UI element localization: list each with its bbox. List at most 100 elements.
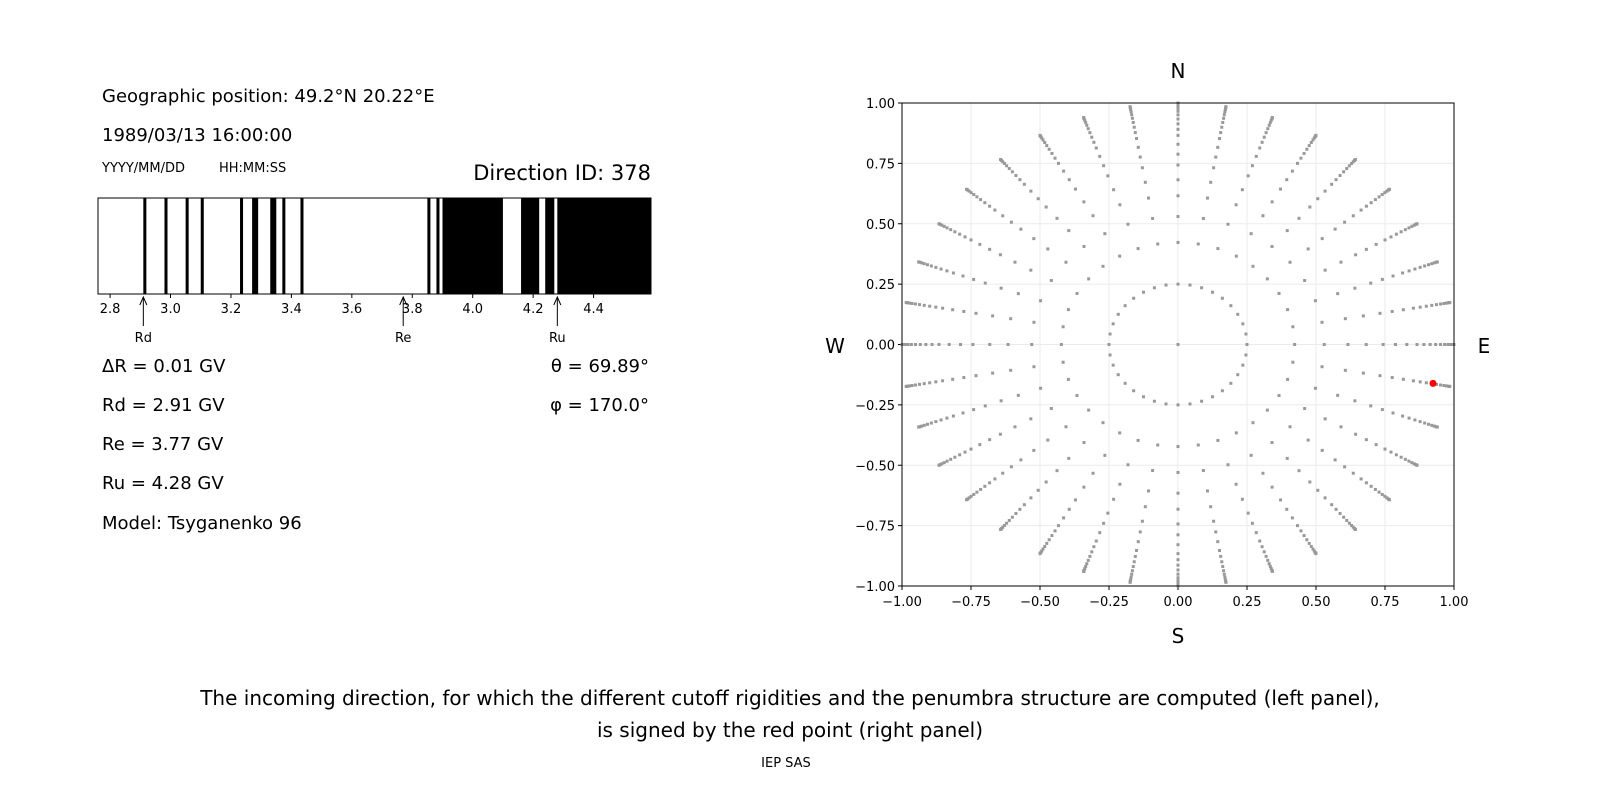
grid-point xyxy=(1086,558,1090,562)
x-tick-label: 1.00 xyxy=(1440,595,1469,610)
grid-point xyxy=(1091,471,1095,475)
caption-line-1: The incoming direction, for which the di… xyxy=(200,686,1380,710)
grid-point xyxy=(1019,227,1023,231)
grid-point xyxy=(922,382,926,386)
marker-label-ru: Ru xyxy=(549,331,566,346)
grid-point xyxy=(1222,569,1226,573)
grid-point xyxy=(1082,244,1086,248)
x-tick-label: 3.2 xyxy=(221,302,242,317)
grid-point xyxy=(1102,521,1106,525)
grid-point xyxy=(904,301,908,305)
grid-point xyxy=(1446,343,1450,346)
grid-point xyxy=(1014,512,1018,516)
grid-point xyxy=(1201,216,1205,220)
grid-point xyxy=(972,492,976,496)
grid-point xyxy=(1029,417,1033,421)
grid-point xyxy=(1297,216,1301,220)
grid-point xyxy=(1399,230,1403,234)
grid-point xyxy=(1430,262,1434,266)
grid-point xyxy=(1001,471,1005,475)
grid-point xyxy=(1133,554,1137,558)
grid-point xyxy=(1268,564,1272,568)
penumbra-chart: 2.8 3.0 3.2 3.4 3.6 3.8 4.0 4.2 4.4 Rd Re Ru xyxy=(97,197,652,346)
grid-point xyxy=(1383,494,1387,498)
grid-point xyxy=(1176,152,1180,156)
grid-point xyxy=(1044,480,1048,484)
grid-point xyxy=(1361,314,1365,318)
direction-scatter: −1.00 −0.75 −0.50 −0.25 0.00 0.25 0.50 0.75 1.00… xyxy=(825,59,1490,648)
grid-point xyxy=(1132,560,1136,564)
grid-point xyxy=(1176,552,1180,556)
grid-point xyxy=(1176,117,1180,121)
grid-point xyxy=(947,343,951,346)
grid-point xyxy=(913,383,917,387)
grid-point xyxy=(1359,208,1363,212)
grid-point xyxy=(1053,529,1057,533)
grid-point xyxy=(1381,343,1385,346)
grid-point xyxy=(1047,538,1051,542)
model: Model: Tsyganenko 96 xyxy=(102,513,302,534)
grid-point xyxy=(1427,263,1431,267)
grid-point xyxy=(1112,497,1116,501)
grid-point xyxy=(959,343,963,346)
penumbra-band xyxy=(557,198,651,294)
direction-id: Direction ID: 378 xyxy=(473,161,651,185)
grid-point xyxy=(978,443,982,447)
grid-point xyxy=(1029,496,1033,500)
grid-point xyxy=(1123,381,1127,385)
grid-point xyxy=(924,343,928,346)
grid-point xyxy=(1343,465,1347,469)
grid-point xyxy=(1032,237,1036,241)
grid-point xyxy=(1176,543,1180,547)
grid-point xyxy=(1251,264,1255,268)
grid-point xyxy=(1313,386,1317,390)
grid-point xyxy=(1041,138,1045,142)
y-tick-label: −0.25 xyxy=(855,399,895,414)
grid-point xyxy=(917,425,921,429)
grid-point xyxy=(1369,281,1373,285)
grid-point xyxy=(1129,575,1133,579)
grid-point xyxy=(1369,201,1373,205)
delta-r: ΔR = 0.01 GV xyxy=(102,356,226,377)
grid-point xyxy=(1244,332,1248,336)
compass-south: S xyxy=(1172,624,1185,648)
grid-point xyxy=(972,408,976,412)
grid-point xyxy=(1075,291,1079,295)
grid-point xyxy=(1103,453,1107,457)
grid-point xyxy=(1030,343,1034,346)
x-tick-label: 0.75 xyxy=(1371,595,1400,610)
grid-point xyxy=(988,204,992,208)
grid-point xyxy=(917,382,921,386)
grid-point xyxy=(951,377,955,381)
grid-point xyxy=(1128,580,1132,584)
grid-point xyxy=(988,343,992,346)
grid-point xyxy=(1164,402,1168,406)
y-tick-label: −1.00 xyxy=(855,580,895,595)
compass-north: N xyxy=(1171,59,1186,83)
grid-point xyxy=(1103,232,1107,236)
grid-point xyxy=(1330,503,1334,507)
grid-point xyxy=(1380,193,1384,197)
grid-point xyxy=(1010,515,1014,519)
grid-point xyxy=(934,265,938,269)
grid-point xyxy=(1130,569,1134,573)
grid-point xyxy=(1330,182,1334,186)
grid-point xyxy=(1316,488,1320,492)
compass-west: W xyxy=(825,334,845,358)
grid-point xyxy=(1059,343,1063,346)
x-tick-label: −0.50 xyxy=(1020,595,1060,610)
grid-point xyxy=(1322,343,1326,346)
grid-point xyxy=(937,343,941,346)
grid-point xyxy=(1307,541,1311,545)
grid-point xyxy=(1216,145,1220,149)
grid-point xyxy=(1136,145,1140,149)
grid-point xyxy=(1435,425,1439,429)
grid-point xyxy=(998,432,1002,436)
grid-point xyxy=(993,208,997,212)
grid-point xyxy=(1305,538,1309,542)
grid-point xyxy=(1176,507,1180,511)
grid-point xyxy=(1288,425,1292,429)
grid-point xyxy=(1196,242,1200,246)
grid-point xyxy=(1293,343,1297,346)
grid-point xyxy=(1032,365,1036,369)
